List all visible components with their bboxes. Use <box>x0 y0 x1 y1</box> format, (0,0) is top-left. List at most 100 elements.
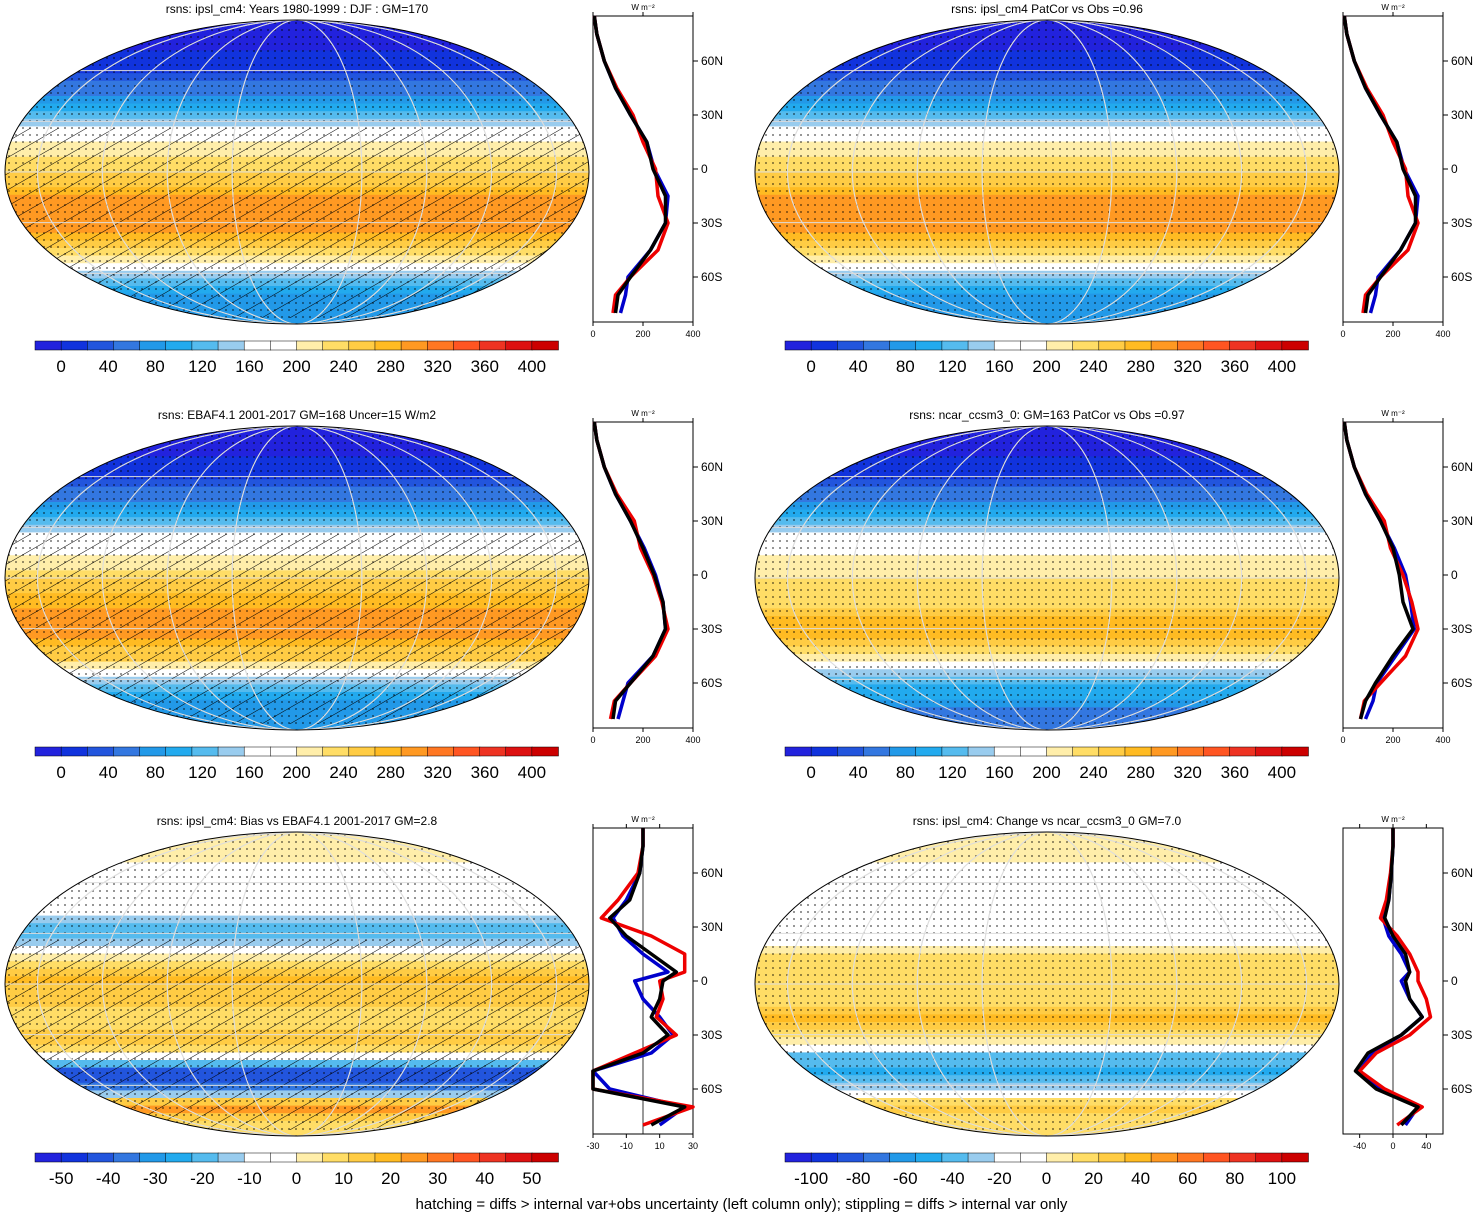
colorbar-label: 20 <box>1084 1169 1103 1188</box>
colorbar-label: 240 <box>329 763 357 782</box>
colorbar-label: 240 <box>1079 357 1107 376</box>
colorbar-cell <box>34 746 62 757</box>
colorbar-label: 40 <box>99 357 118 376</box>
colorbar-cell <box>889 746 917 757</box>
panel-3: rsns: EBAF4.1 2001-2017 GM=168 Uncer=15 … <box>4 408 723 782</box>
profile-frame <box>592 421 694 729</box>
profile-lat-label: 60N <box>701 460 723 474</box>
colorbar-label: -40 <box>96 1169 121 1188</box>
colorbar-cell <box>810 1152 839 1163</box>
profile-lat-label: 60N <box>701 866 723 880</box>
colorbar-label: 160 <box>235 357 263 376</box>
colorbar-cell <box>191 1152 219 1163</box>
stippling <box>755 426 1339 730</box>
colorbar-cell <box>1150 746 1179 757</box>
colorbar-label: 10 <box>334 1169 353 1188</box>
map-outline <box>4 831 590 1137</box>
colorbar-cell <box>479 340 507 351</box>
colorbar-cell <box>1072 746 1100 757</box>
profile-lat-label: 30S <box>701 216 722 230</box>
colorbar-cell <box>1203 1152 1231 1163</box>
colorbar-cell <box>1281 1152 1309 1163</box>
profile-line-other <box>591 828 687 1127</box>
profile-lat-label: 30N <box>701 920 723 934</box>
profile-lat-label: 30S <box>701 622 722 636</box>
colorbar-label: 20 <box>381 1169 400 1188</box>
colorbar-label: 0 <box>292 1169 301 1188</box>
colorbar-cell <box>941 1152 969 1163</box>
colorbar-label: 400 <box>1268 763 1296 782</box>
colorbar-cell <box>243 746 272 757</box>
colorbar-label: 280 <box>1126 357 1154 376</box>
profile-unit: W m⁻² <box>631 3 655 12</box>
colorbar-label: 320 <box>1174 357 1202 376</box>
panel-1: rsns: ipsl_cm4: Years 1980-1999 : DJF : … <box>4 2 723 376</box>
profile-x-label: 200 <box>1385 329 1400 339</box>
colorbar-cell <box>296 1152 324 1163</box>
panel-title: rsns: EBAF4.1 2001-2017 GM=168 Uncer=15 … <box>158 408 436 422</box>
profile-unit: W m⁻² <box>631 815 655 824</box>
colorbar-cell <box>967 1152 995 1163</box>
colorbar-label: 40 <box>1131 1169 1150 1188</box>
colorbar-label: 60 <box>1178 1169 1197 1188</box>
colorbar-label: 320 <box>424 357 452 376</box>
profile-x-label: 400 <box>1435 735 1450 745</box>
colorbar-cell <box>270 1152 298 1163</box>
colorbar-cell <box>479 746 507 757</box>
colorbar-cell <box>889 340 917 351</box>
panel-5: rsns: ipsl_cm4: Bias vs EBAF4.1 2001-201… <box>4 814 723 1188</box>
profile-lat-label: 60N <box>701 54 723 68</box>
colorbar-cell <box>505 746 533 757</box>
colorbar-cell <box>139 340 167 351</box>
panel-title: rsns: ipsl_cm4: Bias vs EBAF4.1 2001-201… <box>157 814 438 828</box>
colorbar-label: 360 <box>1221 763 1249 782</box>
profile-x-label: 40 <box>1421 1141 1431 1151</box>
colorbar-cell <box>139 746 167 757</box>
colorbar-cell <box>1072 340 1100 351</box>
profile-lat-label: 30N <box>1451 920 1473 934</box>
stippling <box>755 20 1339 324</box>
colorbar-label: 160 <box>985 357 1013 376</box>
map-field <box>5 832 589 1136</box>
map-outline <box>754 425 1340 731</box>
colorbar-cell <box>60 1152 89 1163</box>
profile-lat-label: 0 <box>701 162 708 176</box>
colorbar-cell <box>374 340 402 351</box>
colorbar-cell <box>1177 340 1205 351</box>
colorbar-cell <box>87 340 115 351</box>
panel-2: rsns: ipsl_cm4 PatCor vs Obs =0.96 0 40 80 1… <box>754 2 1473 376</box>
colorbar-cell <box>113 746 141 757</box>
colorbar-label: 0 <box>56 357 65 376</box>
colorbar-cell <box>915 746 943 757</box>
colorbar-label: 80 <box>1225 1169 1244 1188</box>
colorbar-cell <box>1046 746 1074 757</box>
profile-line-obs <box>1357 828 1433 1127</box>
colorbar-cell <box>1046 1152 1074 1163</box>
colorbar-cell <box>784 1152 812 1163</box>
profile-x-label: 0 <box>1340 735 1345 745</box>
colorbar-label: 400 <box>518 763 546 782</box>
colorbar-cell <box>1229 1152 1257 1163</box>
colorbar-cell <box>531 1152 559 1163</box>
colorbar-cell <box>1203 340 1231 351</box>
colorbar-label: 30 <box>428 1169 447 1188</box>
colorbar-label: 400 <box>518 357 546 376</box>
colorbar-label: 40 <box>475 1169 494 1188</box>
colorbar-cell <box>915 340 943 351</box>
colorbar-cell <box>427 746 455 757</box>
profile-lat-label: 30N <box>701 108 723 122</box>
profile-lat-label: 30N <box>701 514 723 528</box>
colorbar-label: 160 <box>985 763 1013 782</box>
panel-title: rsns: ncar_ccsm3_0: GM=163 PatCor vs Obs… <box>909 408 1185 422</box>
colorbar-cell <box>1177 1152 1205 1163</box>
colorbar-cell <box>505 1152 533 1163</box>
colorbar-cell <box>1229 340 1257 351</box>
colorbar-cell <box>60 746 89 757</box>
profile-lat-label: 30N <box>1451 108 1473 122</box>
colorbar-label: -40 <box>940 1169 965 1188</box>
colorbar-cell <box>453 746 481 757</box>
colorbar-cell <box>453 340 481 351</box>
profile-lat-label: 60S <box>1451 1082 1472 1096</box>
colorbar-label: -50 <box>49 1169 74 1188</box>
colorbar-label: -20 <box>190 1169 215 1188</box>
